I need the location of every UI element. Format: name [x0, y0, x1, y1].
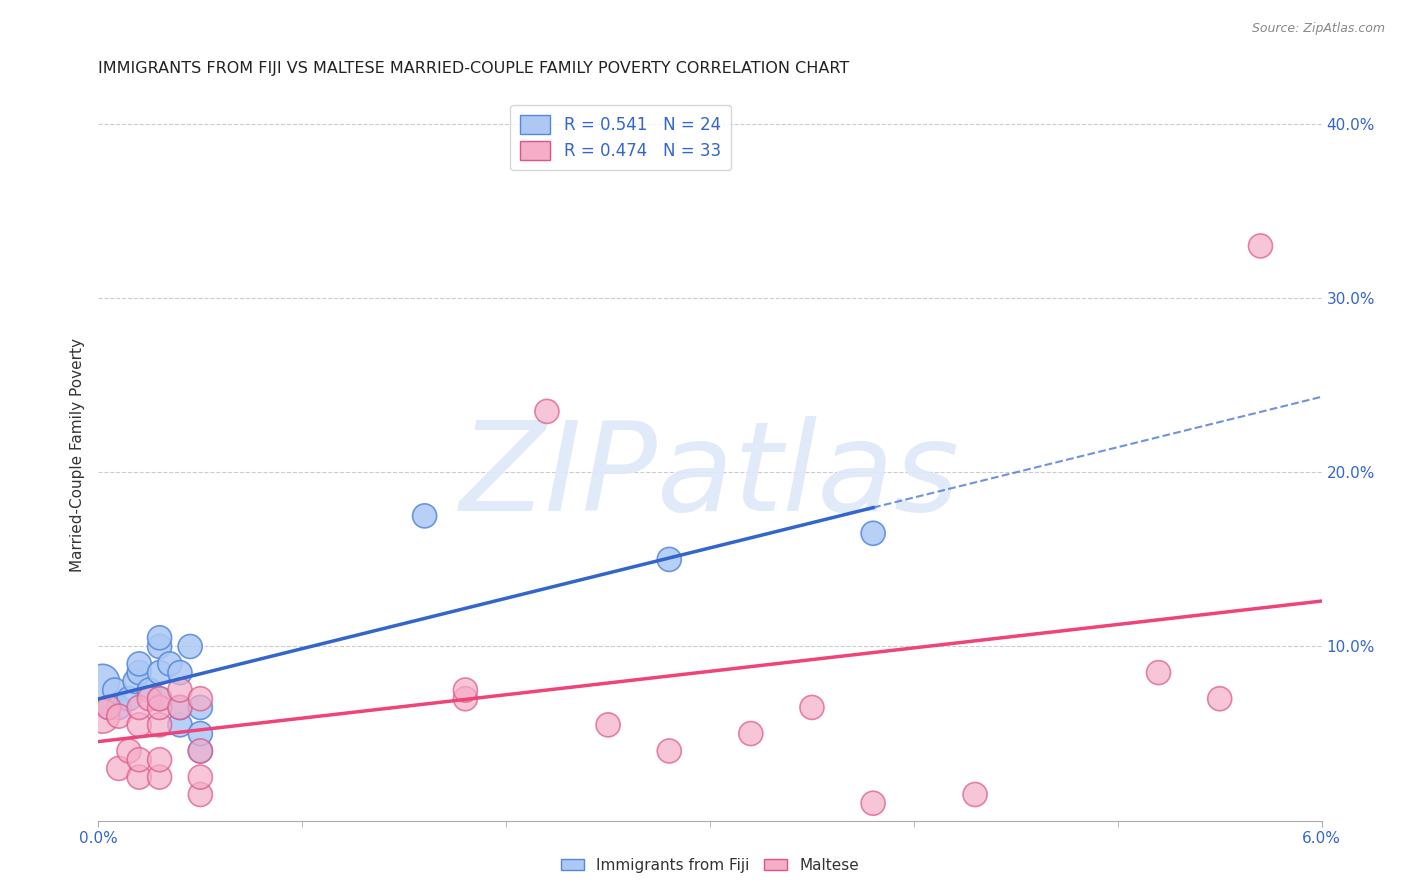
- Point: [169, 700, 191, 714]
- Point: [149, 753, 172, 767]
- Point: [128, 665, 150, 680]
- Point: [91, 674, 114, 689]
- Point: [1249, 239, 1271, 253]
- Point: [124, 674, 146, 689]
- Point: [862, 796, 884, 810]
- Point: [108, 700, 131, 714]
- Point: [169, 683, 191, 698]
- Point: [149, 631, 172, 645]
- Point: [454, 683, 477, 698]
- Point: [97, 700, 120, 714]
- Point: [188, 744, 212, 758]
- Point: [149, 718, 172, 732]
- Point: [862, 526, 884, 541]
- Point: [91, 709, 114, 723]
- Point: [188, 744, 212, 758]
- Point: [118, 691, 141, 706]
- Point: [169, 665, 191, 680]
- Text: Source: ZipAtlas.com: Source: ZipAtlas.com: [1251, 22, 1385, 36]
- Point: [138, 683, 160, 698]
- Point: [159, 657, 181, 671]
- Point: [169, 718, 191, 732]
- Point: [536, 404, 558, 418]
- Point: [188, 700, 212, 714]
- Point: [138, 691, 160, 706]
- Point: [801, 700, 824, 714]
- Point: [188, 788, 212, 802]
- Point: [118, 744, 141, 758]
- Point: [149, 700, 172, 714]
- Point: [169, 700, 191, 714]
- Point: [740, 726, 762, 740]
- Point: [128, 700, 150, 714]
- Point: [149, 691, 172, 706]
- Point: [97, 700, 120, 714]
- Point: [149, 691, 172, 706]
- Text: ZIPatlas: ZIPatlas: [460, 417, 960, 537]
- Point: [454, 691, 477, 706]
- Point: [658, 552, 681, 566]
- Point: [149, 640, 172, 654]
- Point: [179, 640, 201, 654]
- Point: [188, 726, 212, 740]
- Point: [598, 718, 620, 732]
- Point: [128, 753, 150, 767]
- Y-axis label: Married-Couple Family Poverty: Married-Couple Family Poverty: [69, 338, 84, 572]
- Point: [963, 788, 986, 802]
- Point: [108, 709, 131, 723]
- Point: [413, 508, 436, 523]
- Point: [104, 683, 127, 698]
- Point: [1147, 665, 1170, 680]
- Legend: Immigrants from Fiji, Maltese: Immigrants from Fiji, Maltese: [554, 852, 866, 879]
- Point: [128, 770, 150, 784]
- Point: [108, 761, 131, 775]
- Point: [188, 691, 212, 706]
- Point: [188, 770, 212, 784]
- Point: [149, 665, 172, 680]
- Text: IMMIGRANTS FROM FIJI VS MALTESE MARRIED-COUPLE FAMILY POVERTY CORRELATION CHART: IMMIGRANTS FROM FIJI VS MALTESE MARRIED-…: [98, 61, 849, 76]
- Point: [128, 657, 150, 671]
- Point: [658, 744, 681, 758]
- Point: [1208, 691, 1232, 706]
- Point: [149, 770, 172, 784]
- Point: [128, 718, 150, 732]
